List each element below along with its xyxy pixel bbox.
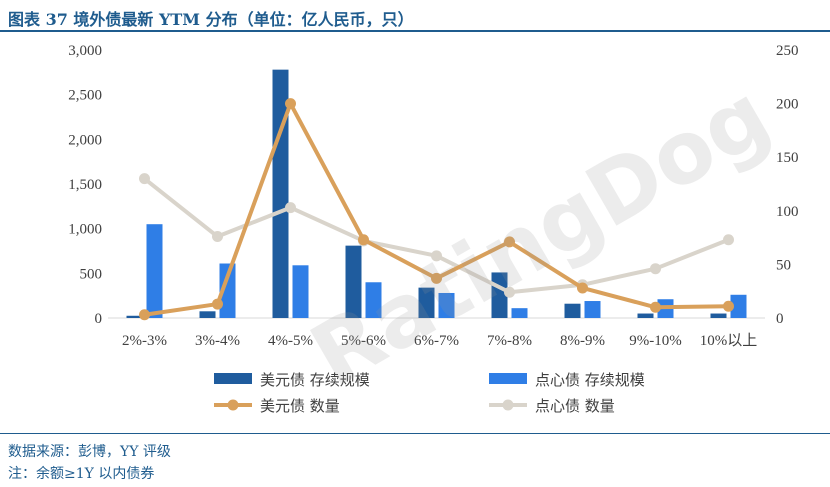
left-axis-tick-label: 2,000: [68, 132, 102, 148]
legend-swatch-marker: [227, 399, 239, 411]
point-cnh-count: [139, 173, 150, 185]
x-axis-tick-label: 3%-4%: [195, 333, 240, 349]
point-usd-count: [212, 298, 223, 310]
bar-cnh-size: [365, 282, 382, 318]
legend-swatch: [214, 373, 252, 384]
x-axis-tick-label: 4%-5%: [268, 333, 313, 349]
point-cnh-count: [723, 234, 734, 246]
left-axis-tick-label: 3,000: [68, 43, 102, 59]
legend-label: 美元债 数量: [260, 397, 340, 415]
right-axis-tick-label: 0: [776, 311, 784, 327]
right-axis-tick-label: 150: [776, 150, 799, 166]
footer-divider: [0, 433, 830, 434]
x-axis-tick-label: 7%-8%: [487, 333, 532, 349]
legend-label: 点心债 存续规模: [535, 371, 645, 389]
right-axis-tick-label: 50: [776, 257, 791, 273]
point-usd-count: [358, 234, 369, 246]
bar-cnh-size: [219, 263, 236, 318]
point-cnh-count: [285, 202, 296, 214]
bar-usd-size: [418, 287, 435, 318]
x-axis-tick-label: 6%-7%: [414, 333, 459, 349]
point-usd-count: [431, 272, 442, 284]
point-usd-count: [723, 300, 734, 312]
bar-usd-size: [272, 69, 289, 318]
point-cnh-count: [212, 231, 223, 243]
title-divider: [0, 30, 830, 32]
left-axis-tick-label: 0: [95, 311, 103, 327]
bar-usd-size: [345, 245, 362, 318]
bar-usd-size: [126, 315, 143, 318]
x-axis-tick-label: 9%-10%: [629, 333, 682, 349]
x-axis-tick-label: 8%-9%: [560, 333, 605, 349]
legend-label: 点心债 数量: [535, 397, 615, 415]
bar-cnh-size: [438, 292, 455, 318]
point-usd-count: [285, 98, 296, 110]
legend-swatch-marker: [502, 399, 514, 411]
x-axis-tick-label: 10%以上: [700, 332, 758, 349]
right-axis-tick-label: 100: [776, 204, 799, 220]
x-axis-tick-label: 5%-6%: [341, 333, 386, 349]
left-axis-tick-label: 1,000: [68, 222, 102, 238]
left-axis-tick-label: 2,500: [68, 88, 102, 104]
bar-usd-size: [199, 311, 216, 318]
right-axis-tick-label: 200: [776, 97, 799, 113]
legend-swatch: [489, 373, 527, 384]
point-usd-count: [650, 301, 661, 313]
point-usd-count: [504, 236, 515, 248]
source-note: 数据来源：彭博，YY 评级: [8, 444, 171, 460]
x-axis-tick-label: 2%-3%: [122, 333, 167, 349]
point-cnh-count: [431, 250, 442, 262]
bar-cnh-size: [511, 308, 528, 318]
point-usd-count: [577, 282, 588, 294]
legend-label: 美元债 存续规模: [260, 371, 370, 389]
right-axis-tick-label: 250: [776, 43, 799, 59]
point-cnh-count: [504, 286, 515, 298]
bar-cnh-size: [292, 265, 309, 318]
bar-usd-size: [564, 303, 581, 318]
left-axis-tick-label: 500: [80, 266, 103, 282]
chart-title: 图表 37 境外债最新 YTM 分布（单位：亿人民币，只）: [8, 10, 414, 29]
bar-usd-size: [637, 313, 654, 318]
footnote: 注：余额≥1Y 以内债券: [8, 466, 155, 482]
point-cnh-count: [650, 263, 661, 275]
bar-cnh-size: [730, 294, 747, 318]
bar-cnh-size: [146, 224, 163, 318]
left-axis-tick-label: 1,500: [68, 177, 102, 193]
bar-cnh-size: [584, 301, 601, 318]
bar-usd-size: [710, 313, 727, 318]
point-usd-count: [139, 309, 150, 321]
